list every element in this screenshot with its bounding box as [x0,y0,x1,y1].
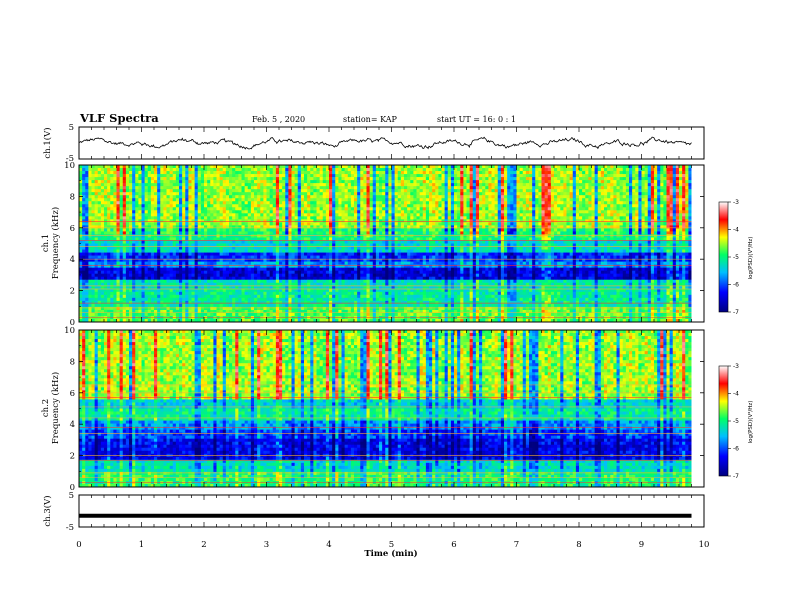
ch1-colorbar-tick: -7 [733,309,739,316]
date-label: Feb. 5 , 2020 [252,115,305,124]
x-tick-label: 10 [699,540,710,550]
x-tick-label: 3 [264,540,269,550]
figure-title: VLF Spectra [79,111,159,125]
ch2-colorbar-tick: -6 [733,446,739,453]
ch1-ylabel: ch.1(V) [42,127,53,158]
start-time-label: start UT = 16: 0 : 1 [437,115,516,124]
x-tick-label: 9 [639,540,644,550]
x-axis-label: Time (min) [364,548,417,559]
ch1-spec-ytick: 2 [70,287,75,297]
ch1-colorbar-tick: -5 [733,254,739,261]
station-label: station= KAP [343,115,398,124]
ch2-spec-ylabel-channel: ch.2 [41,399,51,417]
ch1-spectrogram-image [79,165,704,322]
ch2-spec-ylabel: Frequency (kHz) [50,372,61,444]
ch1-spec-ytick: 8 [70,192,75,202]
x-tick-label: 4 [326,540,331,550]
ch2-spec-ytick: 2 [70,452,75,462]
ch1-spec-ylabel-channel: ch.1 [41,234,51,252]
ch2-colorbar-tick: -7 [733,473,739,480]
ch1-colorbar-tick: -3 [733,199,739,206]
x-tick-label: 0 [76,540,81,550]
x-tick-label: 6 [451,540,456,550]
vlf-spectra-figure: VLF Spectra Feb. 5 , 2020 station= KAP s… [0,0,792,612]
ch2-spec-ytick: 10 [64,326,75,336]
x-tick-label: 2 [201,540,206,550]
ch1-spec-ytick: 6 [70,224,75,234]
ch2-spec-ytick: 4 [70,420,75,430]
ch2-colorbar-tick: -3 [733,363,739,370]
ch1-colorbar-tick: -6 [733,282,739,289]
ch2-colorbar-tick: -4 [733,391,739,398]
ch2-spec-ytick: 6 [70,389,75,399]
ch2-spec-ytick: 8 [70,357,75,367]
x-tick-label: 8 [576,540,581,550]
x-tick-label: 1 [139,540,144,550]
ch1-colorbar-label: log(PSD)(V²/Hz) [747,237,754,280]
ch1-spec-ytick: 10 [64,161,75,171]
ch3-ylabel: ch.3(V) [42,495,53,526]
ch1-ytick-top: 5 [69,123,74,133]
ch2-colorbar-label: log(PSD)(V²/Hz) [747,401,754,444]
ch2-spectrogram-image [79,330,704,487]
ch1-spec-ylabel: Frequency (kHz) [50,207,61,279]
ch1-colorbar-tick: -4 [733,227,739,234]
x-tick-label: 7 [514,540,519,550]
ch3-ytick-bottom: -5 [66,523,74,533]
ch1-colorbar: -3 -4 -5 -6 -7 log(PSD)(V²/Hz) [719,199,754,316]
ch2-colorbar: -3 -4 -5 -6 -7 log(PSD)(V²/Hz) [719,363,754,480]
ch2-colorbar-tick: -5 [733,418,739,425]
ch3-ytick-top: 5 [69,491,74,501]
ch1-spec-ytick: 4 [70,255,75,265]
